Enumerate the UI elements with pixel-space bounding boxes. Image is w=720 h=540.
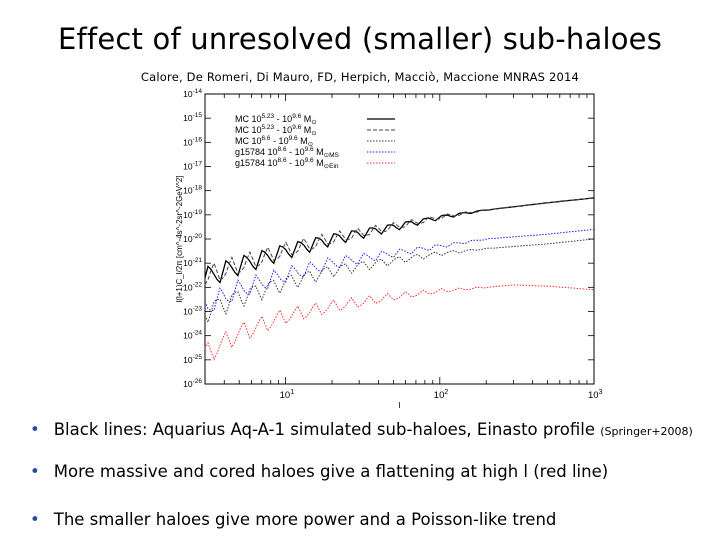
legend-label: MC 105.23 - 109.6 M⊙: [235, 124, 317, 137]
x-tick-label: 102: [434, 389, 449, 401]
y-tick-label: 10-23: [183, 306, 202, 317]
y-tick-label: 10-14: [183, 88, 202, 99]
y-tick-label: 10-22: [183, 281, 202, 292]
power-spectrum-chart: 10-14 10-15 10-16 10-17 10-18 10-19 10-20 10-21…: [175, 88, 603, 410]
y-tick-label: 10-18: [183, 185, 202, 196]
series-line: [204, 197, 595, 284]
citation: Calore, De Romeri, Di Mauro, FD, Herpich…: [140, 70, 580, 84]
bullet-text: More massive and cored haloes give a fla…: [53, 462, 609, 481]
y-axis-label: l(l+1)C_l/2π [cm^-4s^-2sr^-2GeV^2]: [175, 175, 184, 302]
bullet-item: • Black lines: Aquarius Aq-A-1 simulated …: [30, 420, 693, 439]
bullet-text: Black lines: Aquarius Aq-A-1 simulated s…: [53, 420, 596, 439]
series-line: [204, 238, 595, 324]
x-axis-label: l: [399, 400, 401, 410]
x-tick-label: 101: [280, 389, 295, 401]
bullet-item: • More massive and cored haloes give a fl…: [30, 462, 608, 481]
legend-label: g15784 108.6 - 109.6 M⊙MS: [235, 146, 340, 159]
legend-label: MC 105.23 - 109.6 M⊙: [235, 113, 317, 126]
slide-title: Effect of unresolved (smaller) sub-haloe…: [57, 22, 663, 56]
bullet-item: • The smaller haloes give more power and …: [30, 510, 556, 529]
series-line: [204, 228, 595, 312]
y-tick-label: 10-26: [183, 378, 202, 389]
bullet-note: (Springer+2008): [600, 425, 693, 438]
bullet-marker: •: [30, 420, 40, 439]
y-tick-label: 10-19: [183, 209, 202, 220]
series-line: [204, 284, 595, 361]
x-tick-label: 103: [588, 389, 603, 401]
bullet-text: The smaller haloes give more power and a…: [53, 510, 557, 529]
y-tick-label: 10-15: [183, 112, 202, 123]
y-tick-label: 10-21: [183, 257, 202, 268]
series-line: [204, 197, 595, 285]
legend-label: g15784 108.6 - 109.6 M⊙Ein: [235, 157, 339, 170]
bullet-marker: •: [30, 462, 40, 481]
y-tick-label: 10-17: [183, 161, 202, 172]
y-tick-label: 10-20: [183, 233, 202, 244]
legend-label: MC 106.6 - 109.6 M⊙: [235, 135, 314, 148]
y-tick-label: 10-16: [183, 136, 202, 147]
y-tick-label: 10-24: [183, 330, 202, 341]
y-tick-label: 10-25: [183, 354, 202, 365]
bullet-marker: •: [30, 510, 40, 529]
